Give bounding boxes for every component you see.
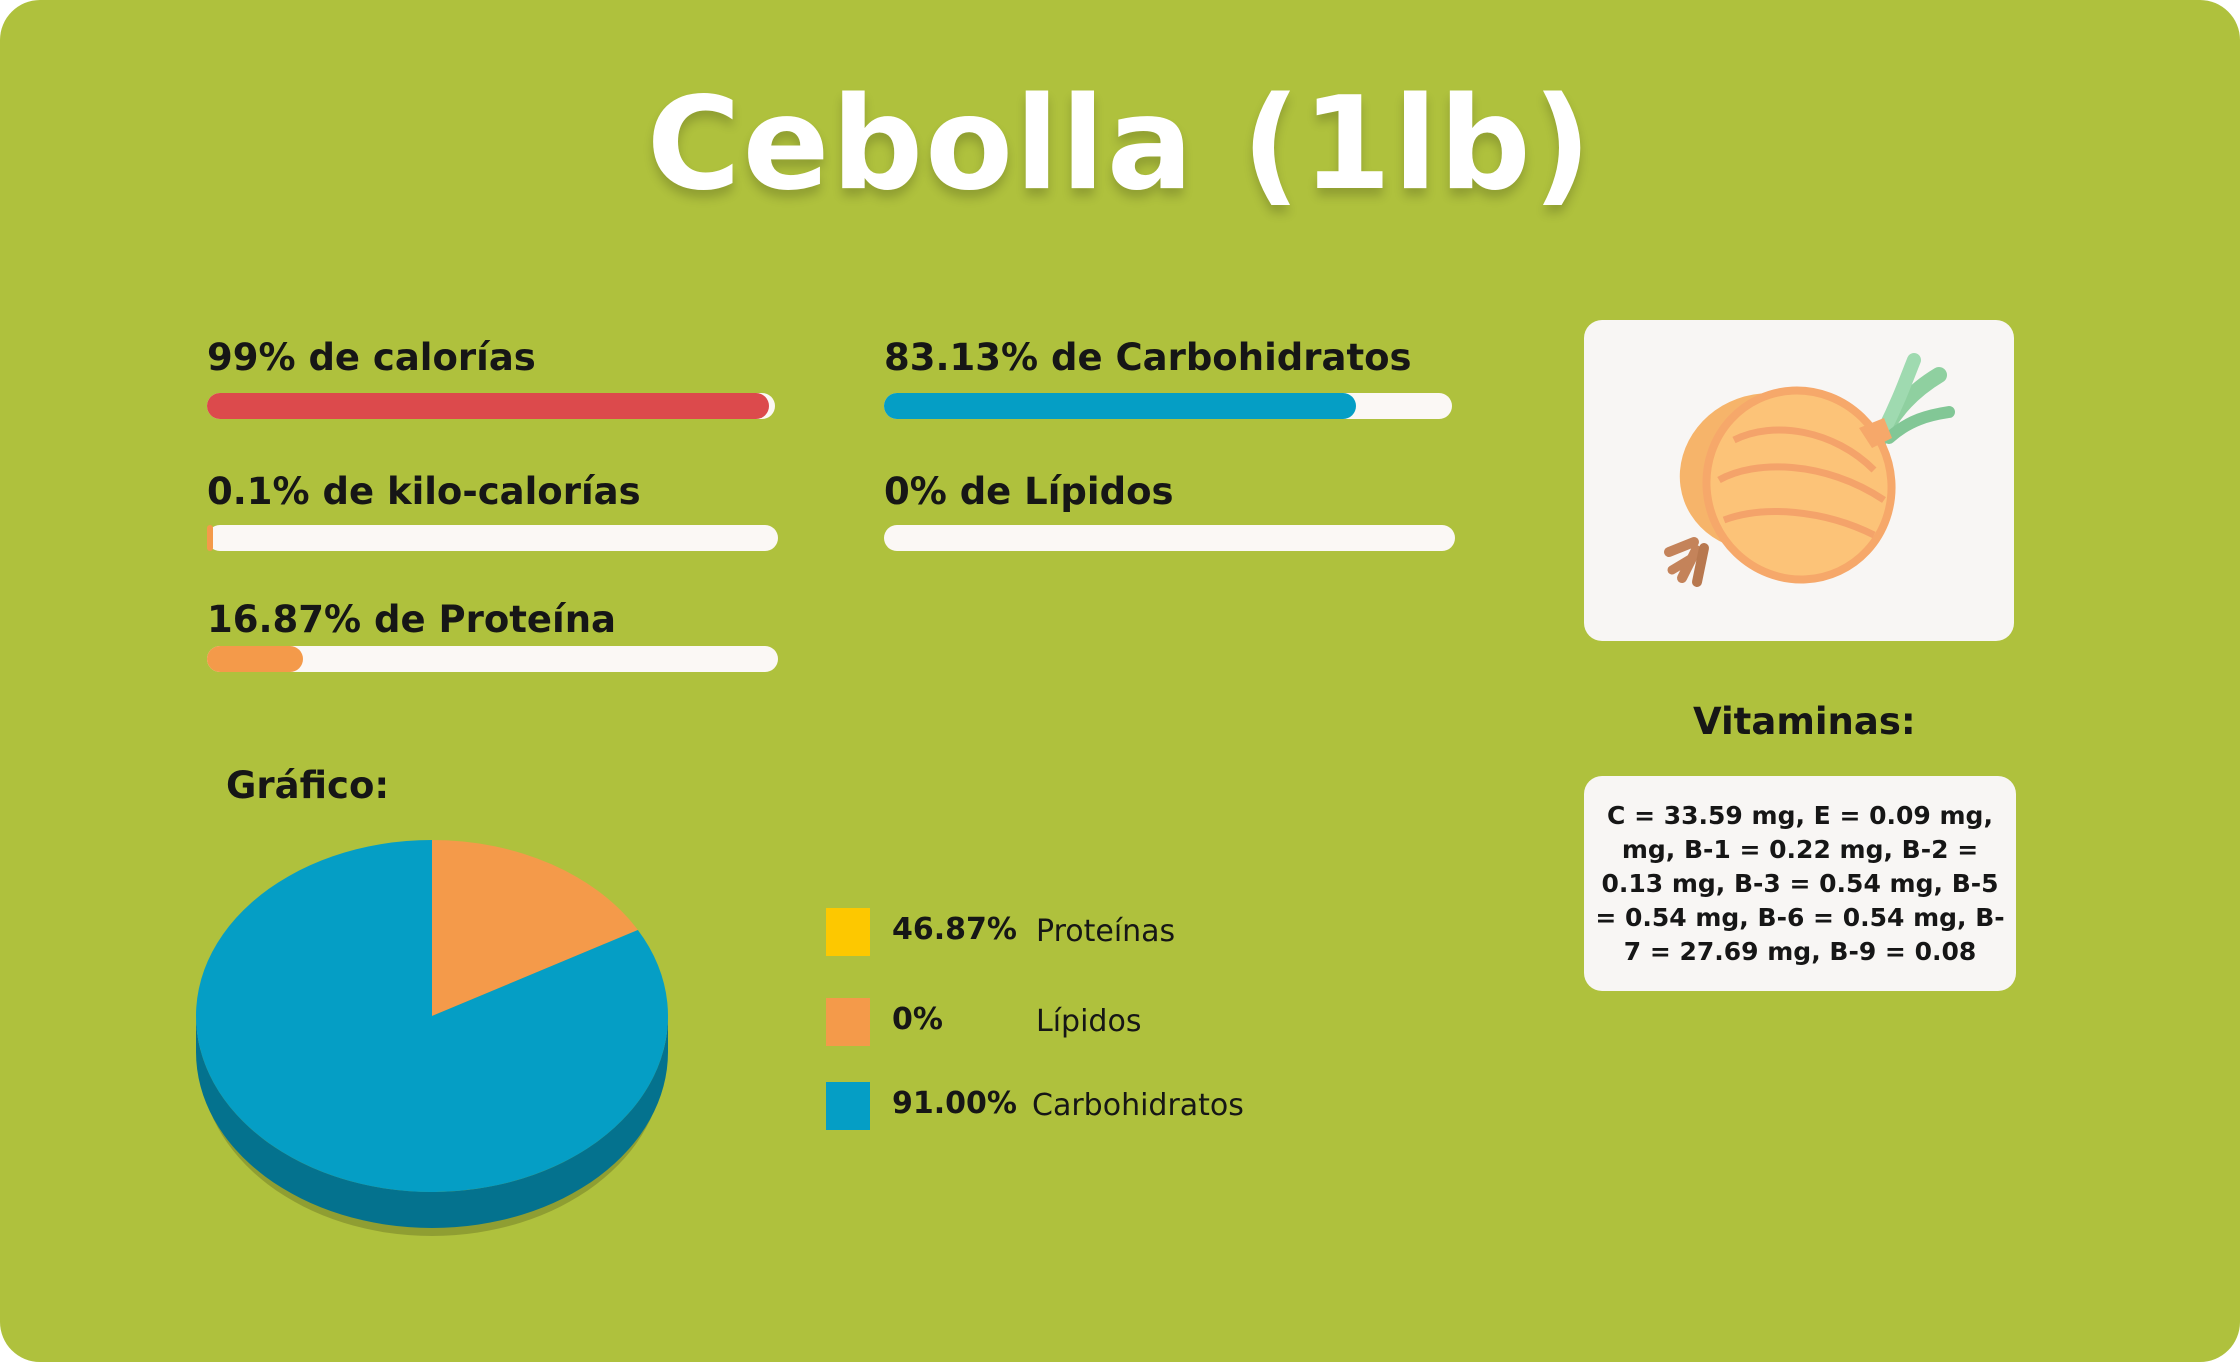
legend-swatch [826, 1082, 870, 1130]
vitamins-heading: Vitaminas: [1693, 700, 1916, 743]
legend-swatch [826, 998, 870, 1046]
stat-kilocalorias-label: 0.1% de kilo-calorías [207, 470, 641, 513]
legend-label: Carbohidratos [1032, 1088, 1244, 1123]
stat-proteina-label: 16.87% de Proteína [207, 598, 617, 641]
stat-carbohidratos-label: 83.13% de Carbohidratos [884, 336, 1412, 379]
legend-label: Proteínas [1036, 914, 1176, 949]
stat-kilocalorias: 0.1% de kilo-calorías [207, 470, 778, 551]
legend-value: 0% [892, 1002, 943, 1037]
legend-swatch [826, 908, 870, 956]
kilocalorias-progress-track [207, 525, 778, 551]
calorias-progress-track [207, 393, 775, 419]
vitamins-box: C = 33.59 mg, E = 0.09 mg, mg, B-1 = 0.2… [1584, 776, 2016, 991]
carbohidratos-progress-fill [884, 393, 1357, 419]
vitamins-text: C = 33.59 mg, E = 0.09 mg, mg, B-1 = 0.2… [1595, 800, 2005, 966]
chart-heading: Gráfico: [226, 764, 390, 807]
legend-value: 46.87% [892, 912, 1017, 947]
calorias-progress-fill [207, 393, 770, 419]
stat-lipidos-label: 0% de Lípidos [884, 470, 1174, 513]
onion-icon [1664, 353, 1955, 587]
food-image [1584, 320, 2014, 641]
proteina-progress-fill [207, 646, 304, 672]
page-title: Cebolla (1lb) [646, 70, 1594, 219]
legend-value: 91.00% [892, 1086, 1017, 1121]
legend-label: Lípidos [1036, 1004, 1142, 1039]
pie-slice-1 [196, 840, 669, 1192]
stat-lipidos: 0% de Lípidos [884, 470, 1455, 551]
pie-side [196, 1016, 668, 1228]
stat-proteina: 16.87% de Proteína [207, 598, 778, 672]
stat-carbohidratos: 83.13% de Carbohidratos [884, 336, 1452, 419]
proteina-progress-track [207, 646, 778, 672]
stat-calorias-label: 99% de calorías [207, 336, 536, 379]
carbohidratos-progress-track [884, 393, 1452, 419]
pie-slice-0 [432, 840, 638, 1016]
pie-chart [196, 840, 669, 1236]
lipidos-progress-track [884, 525, 1455, 551]
kilocalorias-progress-fill [207, 525, 213, 551]
stat-calorias: 99% de calorías [207, 336, 775, 419]
